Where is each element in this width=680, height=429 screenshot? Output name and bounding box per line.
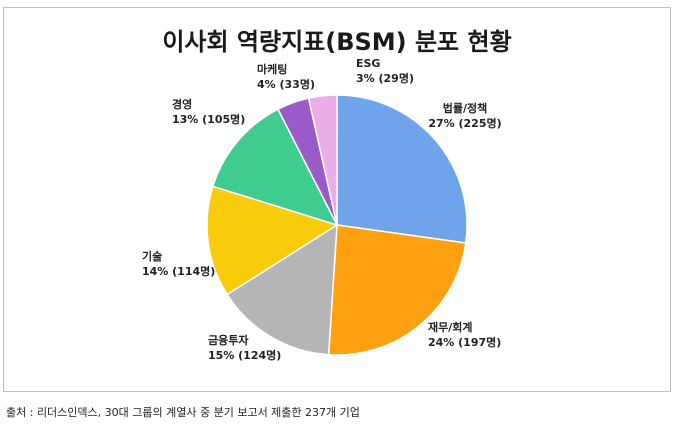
pie-slice-7 bbox=[307, 94, 338, 226]
slice-label-5: 경영 13% (105명) bbox=[172, 97, 245, 126]
slice-label-7: ESG 3% (29명) bbox=[356, 57, 414, 85]
chart-title: 이사회 역량지표(BSM) 분포 현황 bbox=[162, 28, 512, 56]
slice-label-value: 15% (124명) bbox=[208, 348, 281, 362]
slice-label-value: 4% (33명) bbox=[257, 77, 315, 91]
pie-slice-3 bbox=[226, 223, 338, 356]
slice-label-value: 14% (114명) bbox=[142, 264, 215, 278]
slice-label-value: 3% (29명) bbox=[356, 71, 414, 85]
slice-label-name: 경영 bbox=[172, 97, 192, 111]
slice-label-4: 기술 14% (114명) bbox=[142, 249, 215, 278]
source-note: 출처 : 리더스인덱스, 30대 그룹의 계열사 중 분기 보고서 제출한 23… bbox=[6, 406, 360, 419]
slice-label-name: 재무/회계 bbox=[428, 320, 473, 334]
slice-label-value: 13% (105명) bbox=[172, 112, 245, 126]
pie-slice-1 bbox=[336, 94, 468, 244]
slice-label-name: ESG bbox=[356, 57, 380, 70]
slice-label-value: 24% (197명) bbox=[428, 335, 501, 349]
slice-label-6: 마케팅 4% (33명) bbox=[257, 62, 315, 91]
pie-slice-4 bbox=[206, 185, 339, 296]
slice-label-name: 법률/정책 bbox=[443, 101, 488, 115]
slice-label-name: 마케팅 bbox=[257, 62, 287, 76]
pie-chart: 법률/정책 27% (225명) 재무/회계 24% (197명) 금융투자 15% (1… bbox=[142, 57, 502, 362]
slice-label-name: 금융투자 bbox=[208, 333, 249, 347]
pie-slice-5 bbox=[211, 108, 339, 227]
slice-label-1: 법률/정책 27% (225명) bbox=[428, 101, 501, 130]
slice-label-name: 기술 bbox=[142, 249, 162, 263]
slice-label-3: 금융투자 15% (124명) bbox=[208, 333, 281, 362]
pie-slice-2 bbox=[327, 224, 467, 356]
slice-label-value: 27% (225명) bbox=[428, 116, 501, 130]
slice-label-2: 재무/회계 24% (197명) bbox=[428, 320, 501, 349]
